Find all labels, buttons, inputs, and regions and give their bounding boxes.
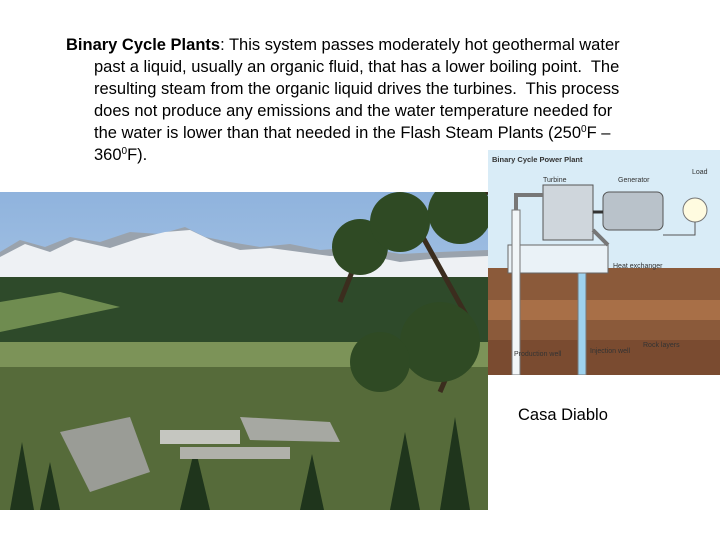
text-line: the water is lower than that needed in t… <box>94 124 610 143</box>
text-line: resulting steam from the organic liquid … <box>94 80 619 99</box>
text-line: Binary Cycle Plants: This system passes … <box>66 36 620 55</box>
text: F). <box>127 146 148 164</box>
superscript: 0 <box>581 124 587 135</box>
text: 360 <box>94 146 122 164</box>
text: : This system passes moderately hot geot… <box>220 36 620 54</box>
superscript: 0 <box>121 146 128 157</box>
diagram-label: Injection well <box>590 348 631 355</box>
text: F – <box>586 124 611 142</box>
text: the water is lower than that needed in t… <box>94 124 582 142</box>
diagram-title: Binary Cycle Power Plant <box>492 155 583 164</box>
text: does not produce any emissions and the w… <box>94 102 613 120</box>
diagram: Binary Cycle Power Plant Turbine Generat… <box>488 150 720 375</box>
text: resulting steam from the organic liquid … <box>94 80 620 98</box>
text-line: past a liquid, usually an organic fluid,… <box>94 58 619 77</box>
photo <box>0 192 488 510</box>
diagram-label: Production well <box>514 351 562 358</box>
caption: Casa Diablo <box>518 406 608 424</box>
diagram-label: Turbine <box>543 177 567 184</box>
term: Binary Cycle Plants <box>66 36 221 54</box>
text-line: does not produce any emissions and the w… <box>94 102 612 121</box>
diagram-label: Load <box>692 169 708 176</box>
text-line: 3600F). <box>94 146 147 165</box>
diagram-label: Heat exchanger <box>613 263 663 270</box>
text: past a liquid, usually an organic fluid,… <box>94 58 620 76</box>
diagram-label: Generator <box>618 177 650 184</box>
diagram-label: Rock layers <box>643 342 680 349</box>
